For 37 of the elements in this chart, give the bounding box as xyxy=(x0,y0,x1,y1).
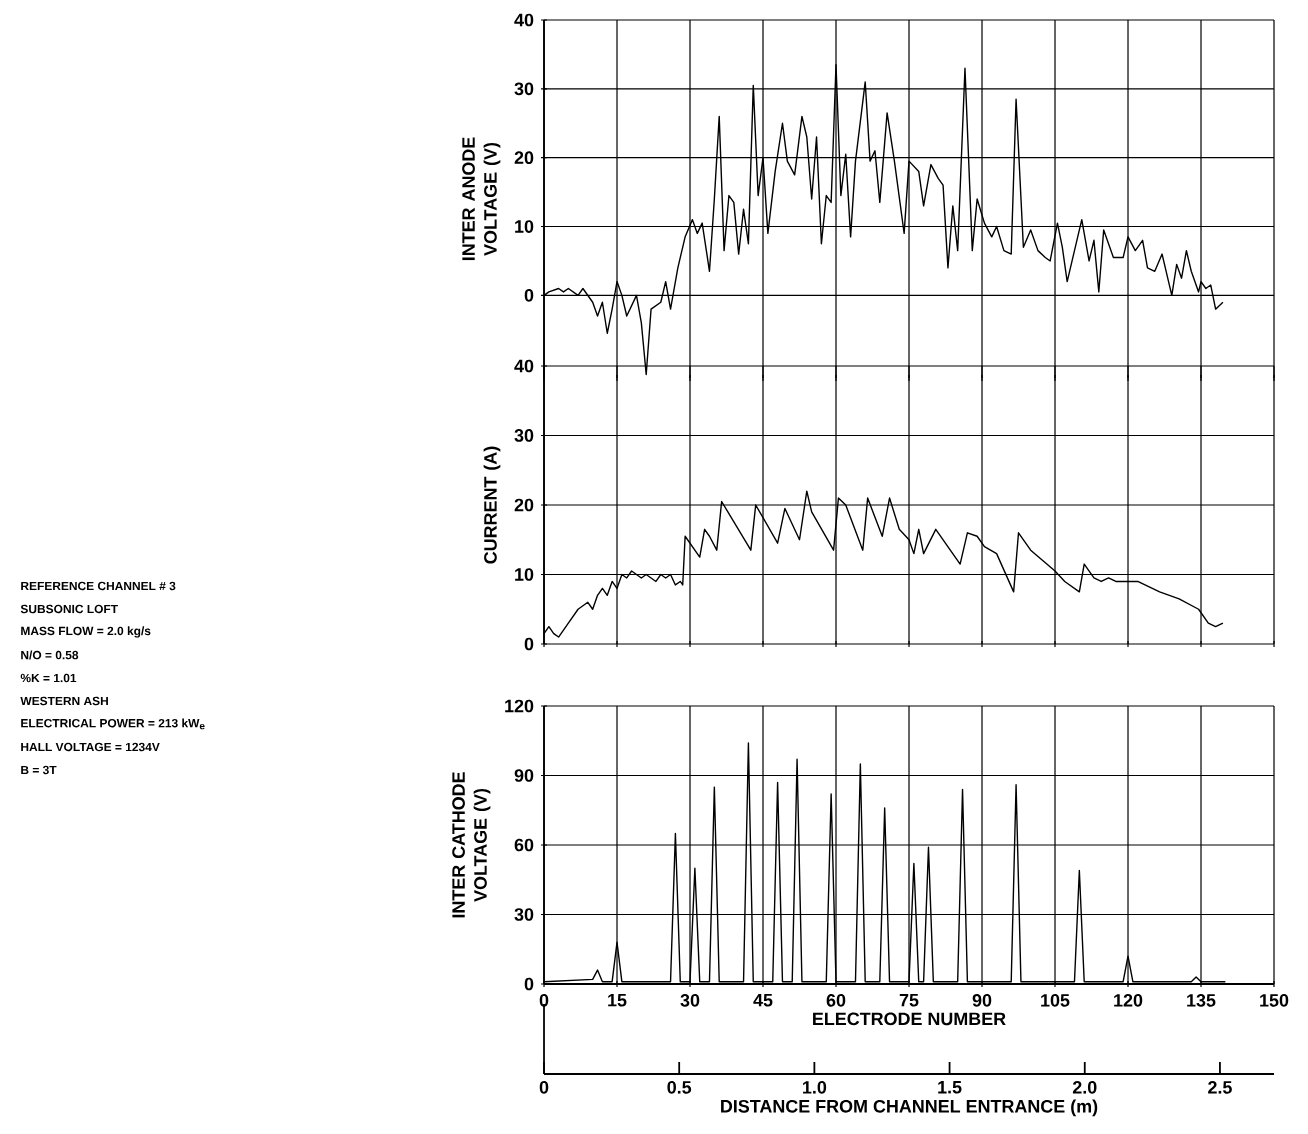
x2-tick-label: 2.0 xyxy=(1072,1081,1097,1094)
x2-tick-label: 1.5 xyxy=(938,1081,962,1094)
x-tick-label: 0 xyxy=(539,994,549,1007)
x2-tick-label: 2.5 xyxy=(1208,1081,1232,1094)
y-tick-label: 20 xyxy=(514,151,534,165)
y-axis-title: INTER CATHODE VOLTAGE (V) xyxy=(452,772,491,918)
y-tick-label: 20 xyxy=(514,498,534,512)
y-tick-label: 30 xyxy=(514,82,534,96)
x2-axis-title: DISTANCE FROM CHANNEL ENTRANCE (m) xyxy=(721,1099,1098,1117)
x2-tick-label: 1.0 xyxy=(803,1081,827,1094)
y-tick-label: 120 xyxy=(505,699,534,713)
y-tick-label: 60 xyxy=(514,838,534,852)
y-tick-label: 30 xyxy=(514,429,534,442)
x2-tick-label: 0.5 xyxy=(667,1081,692,1094)
x-axis-title: ELECTRODE NUMBER xyxy=(813,1012,1006,1026)
x-tick-label: 15 xyxy=(608,994,627,1007)
x-tick-label: 150 xyxy=(1260,994,1289,1007)
y-tick-label: 40 xyxy=(514,359,534,373)
y-tick-label: 0 xyxy=(524,289,534,302)
x-tick-label: 45 xyxy=(753,994,773,1007)
y-tick-label: 90 xyxy=(514,769,534,782)
y-axis-title: INTER ANODE VOLTAGE (V) xyxy=(462,137,501,261)
x-tick-label: 90 xyxy=(972,994,992,1007)
y-tick-label: 30 xyxy=(514,908,534,921)
x-tick-label: 120 xyxy=(1114,994,1143,1007)
y-tick-label: 0 xyxy=(524,977,534,991)
x2-tick-label: 0 xyxy=(539,1081,549,1094)
x-tick-label: 75 xyxy=(899,994,919,1007)
y-tick-label: 10 xyxy=(515,220,534,233)
x-tick-label: 60 xyxy=(826,994,846,1007)
x-tick-label: 135 xyxy=(1187,994,1216,1007)
y-tick-label: 0 xyxy=(524,637,534,651)
x-tick-label: 30 xyxy=(680,994,700,1007)
y-tick-label: 10 xyxy=(515,568,534,581)
x-tick-label: 105 xyxy=(1041,994,1070,1007)
y-axis-title: CURRENT (A) xyxy=(483,446,501,564)
y-tick-label: 40 xyxy=(514,13,534,27)
